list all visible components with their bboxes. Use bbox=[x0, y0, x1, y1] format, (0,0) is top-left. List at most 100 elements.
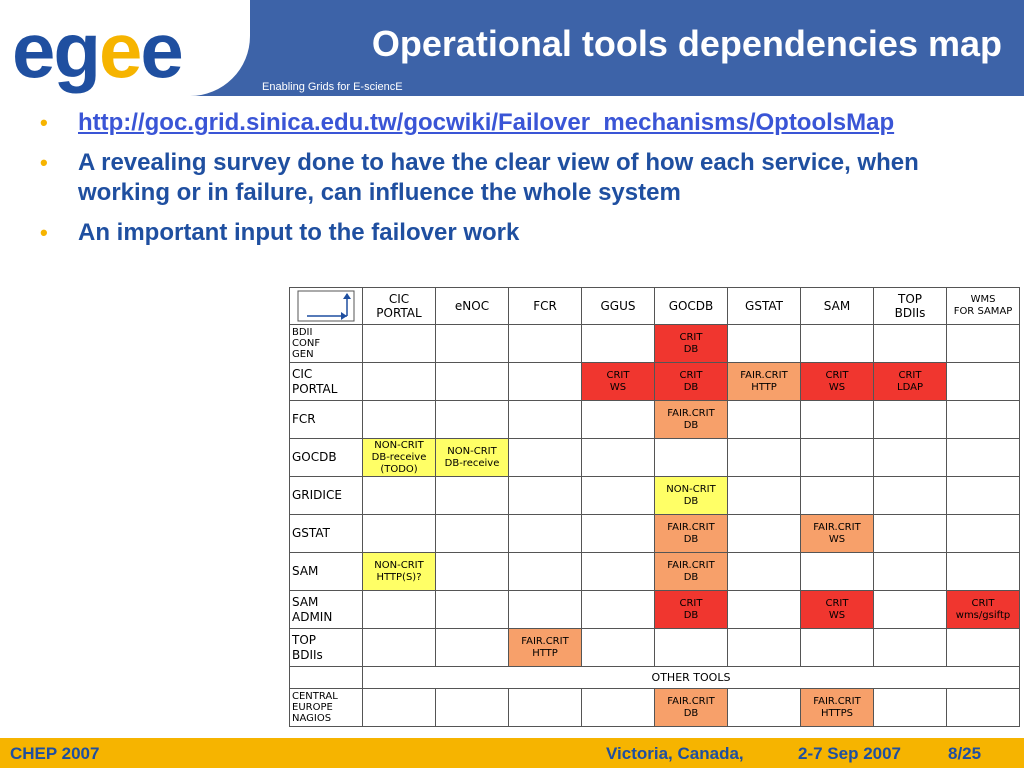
empty-cell bbox=[727, 552, 801, 591]
row-header-line: GRIDICE bbox=[292, 488, 342, 502]
dependency-cell-fair: FAIR.CRIT WS bbox=[800, 514, 874, 553]
empty-cell bbox=[727, 514, 801, 553]
dependency-cell-crit: CRIT WS bbox=[581, 362, 655, 401]
empty-cell bbox=[508, 688, 582, 727]
empty-cell bbox=[873, 590, 947, 629]
empty-cell bbox=[800, 324, 874, 363]
footer-page-number: 8/25 bbox=[948, 744, 982, 763]
empty-cell bbox=[435, 514, 509, 553]
empty-cell bbox=[508, 362, 582, 401]
dependency-text: CRIT bbox=[825, 597, 849, 609]
corner-cell bbox=[289, 287, 363, 325]
slide-footer: CHEP 2007 Victoria, Canada, 2-7 Sep 2007… bbox=[0, 738, 1024, 768]
empty-cell bbox=[873, 438, 947, 477]
row-header-line: GSTAT bbox=[292, 526, 330, 540]
empty-cell bbox=[581, 514, 655, 553]
empty-cell bbox=[435, 688, 509, 727]
table-row: GSTAT FAIR.CRIT DB FAIR.CRIT WS bbox=[289, 514, 1020, 553]
empty-cell bbox=[727, 400, 801, 439]
empty-cell bbox=[946, 324, 1020, 363]
empty-cell bbox=[873, 514, 947, 553]
row-header-line: CONF bbox=[292, 338, 321, 349]
row-header-line: FCR bbox=[292, 412, 316, 426]
empty-cell bbox=[800, 628, 874, 667]
row-header-line: GOCDB bbox=[292, 450, 337, 464]
table-row: OTHER TOOLS bbox=[289, 666, 1020, 689]
empty-cell bbox=[362, 400, 436, 439]
column-header: FCR bbox=[508, 287, 582, 325]
dependency-text: HTTP bbox=[532, 647, 558, 659]
column-header-line: PORTAL bbox=[376, 306, 422, 320]
dependency-text: DB bbox=[683, 609, 699, 621]
bullet-text: An important input to the failover work bbox=[78, 219, 520, 246]
dependency-text: FAIR.CRIT bbox=[667, 559, 715, 571]
table-row: CIC PORTAL CRIT WS CRIT DB FAIR.CRIT HTTP CRIT WS… bbox=[289, 362, 1020, 401]
empty-cell bbox=[581, 552, 655, 591]
dependency-text: FAIR.CRIT bbox=[521, 635, 569, 647]
empty-cell bbox=[946, 552, 1020, 591]
logo-area: egee bbox=[0, 0, 250, 96]
dependency-text: NON-CRIT bbox=[374, 439, 424, 451]
bullet-dot-icon: • bbox=[40, 220, 48, 245]
column-header-line: eNOC bbox=[454, 299, 490, 313]
column-header-line: WMS bbox=[970, 294, 996, 305]
row-header: SAM ADMIN bbox=[289, 590, 363, 629]
dependency-text: (TODO) bbox=[380, 463, 418, 475]
dependency-cell-crit: CRIT WS bbox=[800, 362, 874, 401]
empty-cell bbox=[727, 628, 801, 667]
dependency-text: WS bbox=[828, 533, 846, 545]
dependency-text: HTTPS bbox=[821, 707, 853, 719]
dependency-text: DB bbox=[683, 533, 699, 545]
dependency-cell-crit: CRIT WS bbox=[800, 590, 874, 629]
dependency-text: WS bbox=[609, 381, 627, 393]
empty-cell bbox=[508, 590, 582, 629]
table-row: SAM NON-CRIT HTTP(S)? FAIR.CRIT DB bbox=[289, 552, 1020, 591]
dependency-cell-fair: FAIR.CRIT DB bbox=[654, 688, 728, 727]
empty-cell bbox=[362, 324, 436, 363]
row-header-line: BDIIs bbox=[292, 647, 323, 662]
dependency-cell-fair: FAIR.CRIT DB bbox=[654, 552, 728, 591]
empty-cell bbox=[508, 324, 582, 363]
dependency-text: DB bbox=[683, 707, 699, 719]
bullet-item: • A revealing survey done to have the cle… bbox=[40, 148, 1000, 208]
table-row: BDII CONF GEN CRIT DB bbox=[289, 324, 1020, 363]
dependency-text: HTTP bbox=[751, 381, 777, 393]
empty-cell bbox=[435, 400, 509, 439]
column-header-line: GOCDB bbox=[668, 299, 714, 313]
egee-logo: egee bbox=[12, 6, 184, 94]
table-row: GOCDB NON-CRIT DB-receive (TODO) NON-CRIT DB-… bbox=[289, 438, 1020, 477]
empty-cell bbox=[362, 476, 436, 515]
row-header: GOCDB bbox=[289, 438, 363, 477]
dependency-cell-non: NON-CRIT DB-receive (TODO) bbox=[362, 438, 436, 477]
empty-cell bbox=[362, 590, 436, 629]
dependency-text: DB bbox=[683, 343, 699, 355]
column-header: SAM bbox=[800, 287, 874, 325]
dependency-text: DB bbox=[683, 495, 699, 507]
dependency-cell-fair: FAIR.CRIT HTTPS bbox=[800, 688, 874, 727]
dependency-text: CRIT bbox=[679, 597, 703, 609]
empty-cell bbox=[727, 324, 801, 363]
row-header: FCR bbox=[289, 400, 363, 439]
empty-cell bbox=[946, 476, 1020, 515]
empty-cell bbox=[873, 400, 947, 439]
empty-cell bbox=[581, 590, 655, 629]
slide-title: Operational tools dependencies map bbox=[371, 23, 1002, 64]
dependency-cell-fair: FAIR.CRIT DB bbox=[654, 400, 728, 439]
empty-cell bbox=[581, 324, 655, 363]
column-header-line: GSTAT bbox=[745, 299, 783, 313]
empty-cell bbox=[508, 438, 582, 477]
empty-cell bbox=[435, 324, 509, 363]
column-header: GSTAT bbox=[727, 287, 801, 325]
column-header-line: TOP bbox=[897, 292, 922, 306]
empty-cell bbox=[435, 590, 509, 629]
bullet-dot-icon: • bbox=[40, 150, 48, 175]
empty-cell bbox=[581, 476, 655, 515]
table-row: CENTRAL EUROPE NAGIOS FAIR.CRIT DB FAIR.CRIT H… bbox=[289, 688, 1020, 727]
dependency-cell-fair: FAIR.CRIT HTTP bbox=[508, 628, 582, 667]
empty-cell bbox=[362, 514, 436, 553]
optools-map-link[interactable]: http://goc.grid.sinica.edu.tw/gocwiki/Fa… bbox=[78, 109, 895, 136]
row-header-line: ADMIN bbox=[292, 609, 333, 624]
table-body: BDII CONF GEN CRIT DB CIC PORTAL CRIT WS CRIT DB FA… bbox=[289, 324, 1020, 727]
dependency-cell-non: NON-CRIT DB-receive bbox=[435, 438, 509, 477]
empty-cell bbox=[362, 362, 436, 401]
